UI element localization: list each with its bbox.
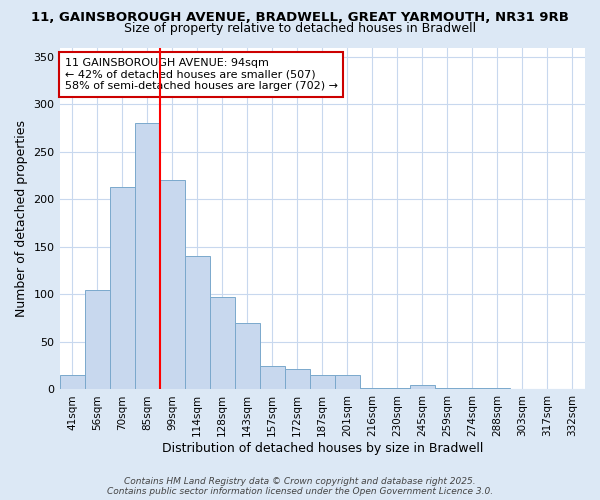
Bar bbox=[310, 375, 335, 390]
X-axis label: Distribution of detached houses by size in Bradwell: Distribution of detached houses by size … bbox=[161, 442, 483, 455]
Bar bbox=[185, 256, 209, 390]
Bar bbox=[435, 388, 460, 390]
Bar bbox=[460, 388, 485, 390]
Text: Size of property relative to detached houses in Bradwell: Size of property relative to detached ho… bbox=[124, 22, 476, 35]
Bar bbox=[385, 388, 410, 390]
Bar bbox=[160, 180, 185, 390]
Bar bbox=[360, 388, 385, 390]
Bar bbox=[335, 375, 360, 390]
Y-axis label: Number of detached properties: Number of detached properties bbox=[15, 120, 28, 317]
Text: 11 GAINSBOROUGH AVENUE: 94sqm
← 42% of detached houses are smaller (507)
58% of : 11 GAINSBOROUGH AVENUE: 94sqm ← 42% of d… bbox=[65, 58, 338, 91]
Bar bbox=[285, 368, 310, 390]
Text: 11, GAINSBOROUGH AVENUE, BRADWELL, GREAT YARMOUTH, NR31 9RB: 11, GAINSBOROUGH AVENUE, BRADWELL, GREAT… bbox=[31, 11, 569, 24]
Bar bbox=[260, 366, 285, 390]
Bar bbox=[485, 388, 510, 390]
Bar bbox=[209, 298, 235, 390]
Text: Contains HM Land Registry data © Crown copyright and database right 2025.
Contai: Contains HM Land Registry data © Crown c… bbox=[107, 476, 493, 496]
Bar bbox=[59, 375, 85, 390]
Bar bbox=[85, 290, 110, 390]
Bar bbox=[110, 187, 134, 390]
Bar bbox=[235, 323, 260, 390]
Bar bbox=[410, 384, 435, 390]
Bar bbox=[134, 124, 160, 390]
